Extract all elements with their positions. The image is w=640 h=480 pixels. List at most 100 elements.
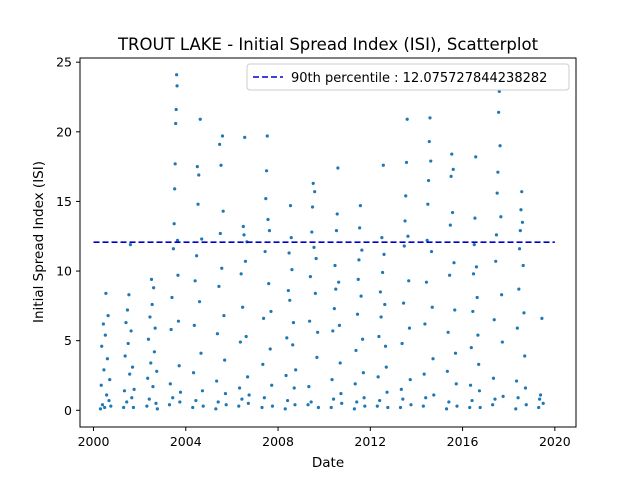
data-point <box>221 209 225 213</box>
data-point <box>194 398 198 403</box>
data-point <box>218 231 222 236</box>
data-point <box>218 142 222 146</box>
data-point <box>286 288 290 293</box>
data-point <box>108 378 112 382</box>
data-point <box>432 393 436 397</box>
data-point <box>176 273 180 277</box>
data-point <box>493 397 497 401</box>
y-tick-label: 0 <box>64 403 72 418</box>
data-point <box>408 378 412 382</box>
data-point <box>178 400 182 404</box>
data-point <box>307 385 311 389</box>
data-point <box>224 403 228 407</box>
data-point <box>308 275 312 279</box>
scatter-points <box>98 73 545 411</box>
data-point <box>102 368 106 372</box>
data-point <box>264 197 268 201</box>
data-point <box>172 222 176 226</box>
data-point <box>149 277 154 281</box>
data-point <box>170 295 174 300</box>
data-point <box>478 405 482 410</box>
data-point <box>540 316 544 320</box>
data-point <box>192 323 196 327</box>
data-point <box>422 372 426 376</box>
data-point <box>315 355 319 359</box>
data-point <box>128 372 132 376</box>
data-point <box>468 405 472 410</box>
data-point <box>363 404 367 408</box>
data-point <box>446 330 450 334</box>
data-point <box>267 229 272 233</box>
data-point <box>217 284 221 288</box>
y-tick-label: 5 <box>64 333 72 348</box>
data-point <box>380 270 385 275</box>
data-point <box>359 294 363 298</box>
data-point <box>287 251 291 255</box>
data-point <box>310 205 315 209</box>
data-point <box>125 308 130 312</box>
data-point <box>316 330 320 334</box>
data-point <box>497 110 501 114</box>
data-point <box>223 391 228 396</box>
data-point <box>378 290 383 294</box>
x-tick-label: 2008 <box>262 434 294 449</box>
data-point <box>491 403 495 407</box>
data-point <box>177 364 181 368</box>
data-point <box>125 400 129 404</box>
chart-title: TROUT LAKE - Initial Spread Index (ISI),… <box>117 35 539 54</box>
data-point <box>262 396 266 400</box>
data-point <box>454 382 458 386</box>
data-point <box>331 329 335 333</box>
data-point <box>100 344 104 348</box>
data-point <box>496 170 500 174</box>
data-point <box>175 84 179 88</box>
data-point <box>495 191 499 195</box>
data-point <box>283 407 287 411</box>
data-point <box>426 202 430 206</box>
x-tick-label: 2020 <box>539 434 571 449</box>
data-point <box>198 117 202 121</box>
legend: 90th percentile : 12.075727844238282 <box>246 63 570 91</box>
data-point <box>285 398 290 403</box>
data-point <box>149 361 153 365</box>
data-point <box>100 403 105 407</box>
data-point <box>152 350 156 354</box>
data-point <box>517 287 521 291</box>
data-point <box>476 333 480 337</box>
data-point <box>421 404 425 408</box>
data-point <box>336 166 340 170</box>
data-point <box>448 273 452 277</box>
data-point <box>523 386 528 390</box>
data-point <box>122 405 126 410</box>
data-point <box>242 233 246 237</box>
data-point <box>178 390 183 394</box>
data-point <box>474 265 479 269</box>
data-point <box>362 396 366 400</box>
data-point <box>270 404 275 408</box>
data-point <box>475 295 479 300</box>
data-point <box>267 281 271 286</box>
data-point <box>130 396 134 400</box>
data-point <box>448 223 452 227</box>
data-point <box>383 344 388 348</box>
data-point <box>152 286 156 290</box>
data-point <box>401 301 406 305</box>
data-point <box>477 362 481 366</box>
data-point <box>220 266 224 270</box>
data-point <box>309 400 313 404</box>
data-point <box>453 351 458 355</box>
data-point <box>472 242 476 247</box>
data-point <box>219 163 223 167</box>
data-point <box>424 396 428 400</box>
data-point <box>239 272 243 276</box>
data-point <box>265 134 269 138</box>
data-point <box>238 340 243 344</box>
data-point <box>200 237 204 241</box>
data-point <box>174 121 178 126</box>
data-point <box>129 329 133 333</box>
data-point <box>222 314 226 318</box>
data-point <box>406 234 410 238</box>
data-point <box>335 212 339 216</box>
data-point <box>520 220 525 224</box>
y-tick-label: 10 <box>56 264 72 279</box>
